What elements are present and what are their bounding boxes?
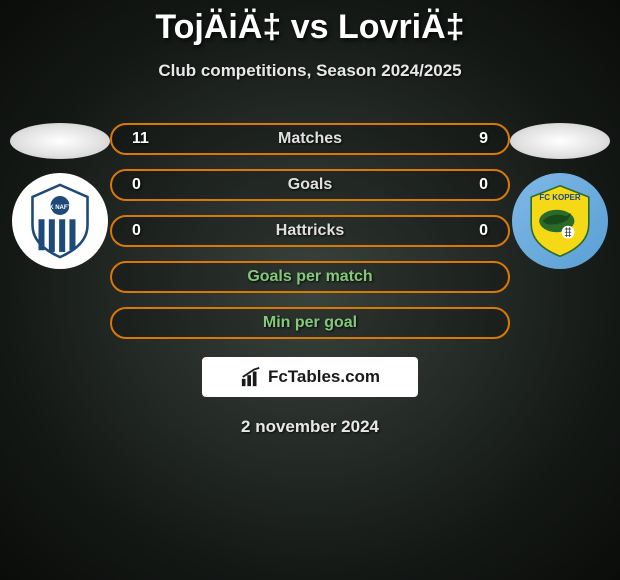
stat-label: Hattricks	[276, 222, 344, 240]
subtitle: Club competitions, Season 2024/2025	[0, 61, 620, 81]
player-right-column: FC KOPER	[500, 123, 620, 269]
stat-left-value: 11	[132, 130, 162, 148]
right-club-badge: FC KOPER	[512, 173, 608, 269]
stat-right-value: 0	[458, 222, 488, 240]
player-right-photo	[510, 123, 610, 159]
player-left-column: NK NAFTA	[0, 123, 120, 269]
stat-left-value: 0	[132, 176, 162, 194]
stat-row-matches: 11 Matches 9	[110, 123, 510, 155]
svg-text:NK NAFTA: NK NAFTA	[45, 205, 76, 211]
stats-area: NK NAFTA FC KOPER	[0, 123, 620, 339]
stat-row-hattricks: 0 Hattricks 0	[110, 215, 510, 247]
stat-row-gpm: Goals per match	[110, 261, 510, 293]
stat-right-value: 9	[458, 130, 488, 148]
koper-logo-icon: FC KOPER	[520, 181, 600, 261]
stat-left-value: 0	[132, 222, 162, 240]
stat-label: Goals	[288, 176, 332, 194]
svg-text:FC KOPER: FC KOPER	[539, 193, 581, 202]
stats-rows: 11 Matches 9 0 Goals 0 0 Hattricks 0 Goa…	[110, 123, 510, 339]
date-text: 2 november 2024	[0, 417, 620, 437]
nafta-logo-icon: NK NAFTA	[17, 178, 103, 264]
brand-text: FcTables.com	[268, 367, 380, 387]
player-left-photo	[10, 123, 110, 159]
page-title: TojÄiÄ‡ vs LovriÄ‡	[0, 8, 620, 47]
stat-right-value: 0	[458, 176, 488, 194]
stat-label: Min per goal	[132, 314, 488, 332]
comparison-card: TojÄiÄ‡ vs LovriÄ‡ Club competitions, Se…	[0, 0, 620, 580]
stat-row-goals: 0 Goals 0	[110, 169, 510, 201]
stat-row-mpg: Min per goal	[110, 307, 510, 339]
stat-label: Goals per match	[132, 268, 488, 286]
left-club-badge: NK NAFTA	[12, 173, 108, 269]
brand-badge[interactable]: FcTables.com	[202, 357, 418, 397]
stat-label: Matches	[278, 130, 342, 148]
chart-icon	[240, 366, 262, 388]
